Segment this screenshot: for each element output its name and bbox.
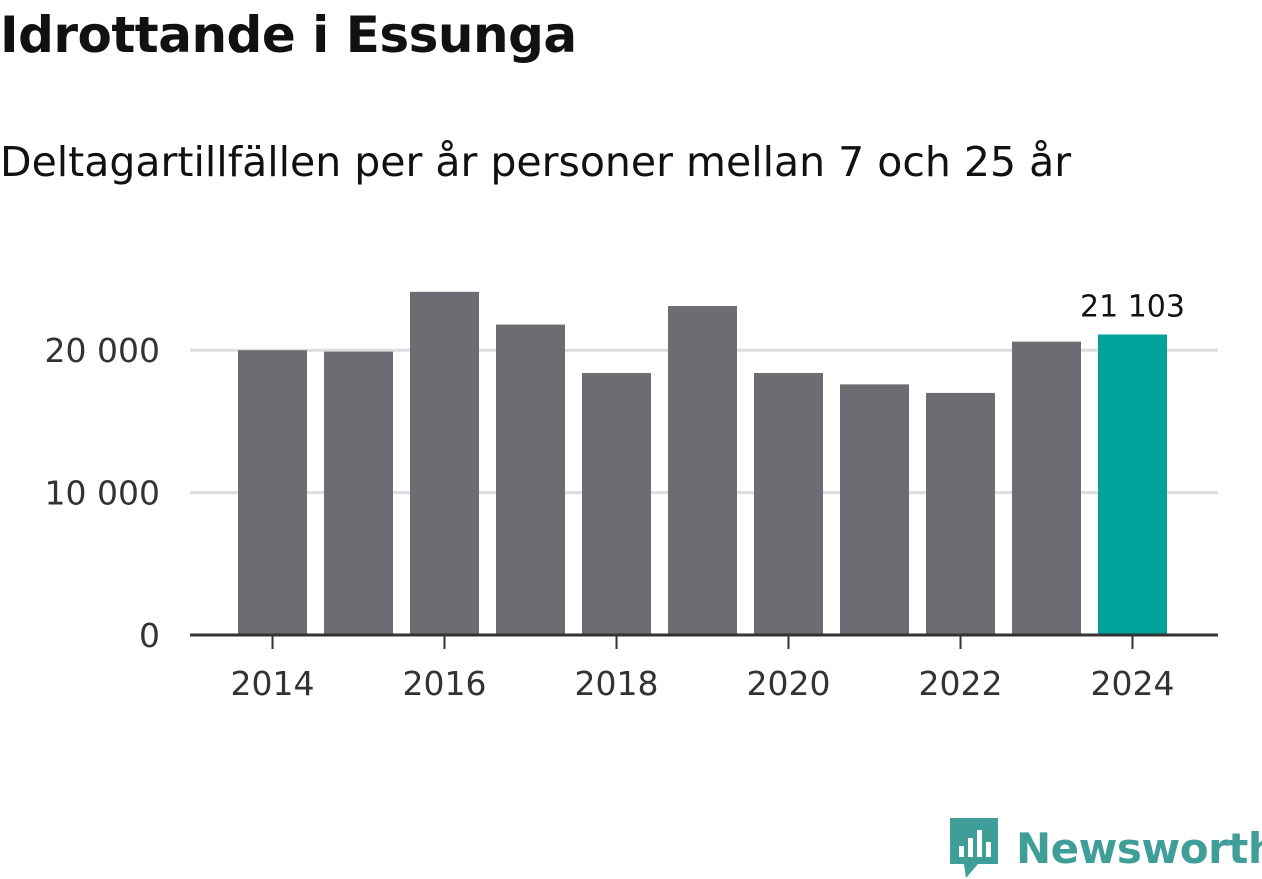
chart-title: Idrottande i Essunga xyxy=(0,6,577,64)
chart-subtitle: Deltagartillfällen per år personer mella… xyxy=(0,138,1072,186)
y-tick-label: 20 000 xyxy=(45,331,160,370)
x-tick-label: 2020 xyxy=(747,664,831,703)
newsworthy-logo-icon xyxy=(950,818,998,878)
bar-2017 xyxy=(496,324,565,635)
tick-labels: 0 10 000 20 000 21 103 2014 2016 2018 2020 2022 2… xyxy=(45,289,1185,703)
bar-2019 xyxy=(668,306,737,635)
brand-name: Newsworthy xyxy=(1016,823,1262,873)
y-tick-label: 10 000 xyxy=(45,474,160,513)
bar-2016 xyxy=(410,291,479,635)
x-tick-label: 2014 xyxy=(231,664,315,703)
bar-2015 xyxy=(324,351,393,635)
brand-logo: Newsworthy xyxy=(950,818,1262,878)
data-label-highlight: 21 103 xyxy=(1080,289,1185,324)
bar-2022 xyxy=(926,392,995,635)
bar-2018 xyxy=(582,372,651,635)
x-tick-label: 2022 xyxy=(919,664,1003,703)
x-tick-label: 2018 xyxy=(575,664,659,703)
axes xyxy=(190,633,1218,649)
x-tick-label: 2016 xyxy=(403,664,487,703)
y-tick-label: 0 xyxy=(139,616,160,655)
bar-2023 xyxy=(1012,341,1081,635)
x-tick-label: 2024 xyxy=(1091,664,1175,703)
bar-2024 xyxy=(1098,334,1167,635)
bars xyxy=(238,291,1167,635)
bar-2014 xyxy=(238,350,307,635)
bar-2021 xyxy=(840,384,909,635)
bar-2020 xyxy=(754,372,823,635)
bar-chart: 0 10 000 20 000 21 103 2014 2016 2018 2020 2022 2… xyxy=(45,289,1218,703)
